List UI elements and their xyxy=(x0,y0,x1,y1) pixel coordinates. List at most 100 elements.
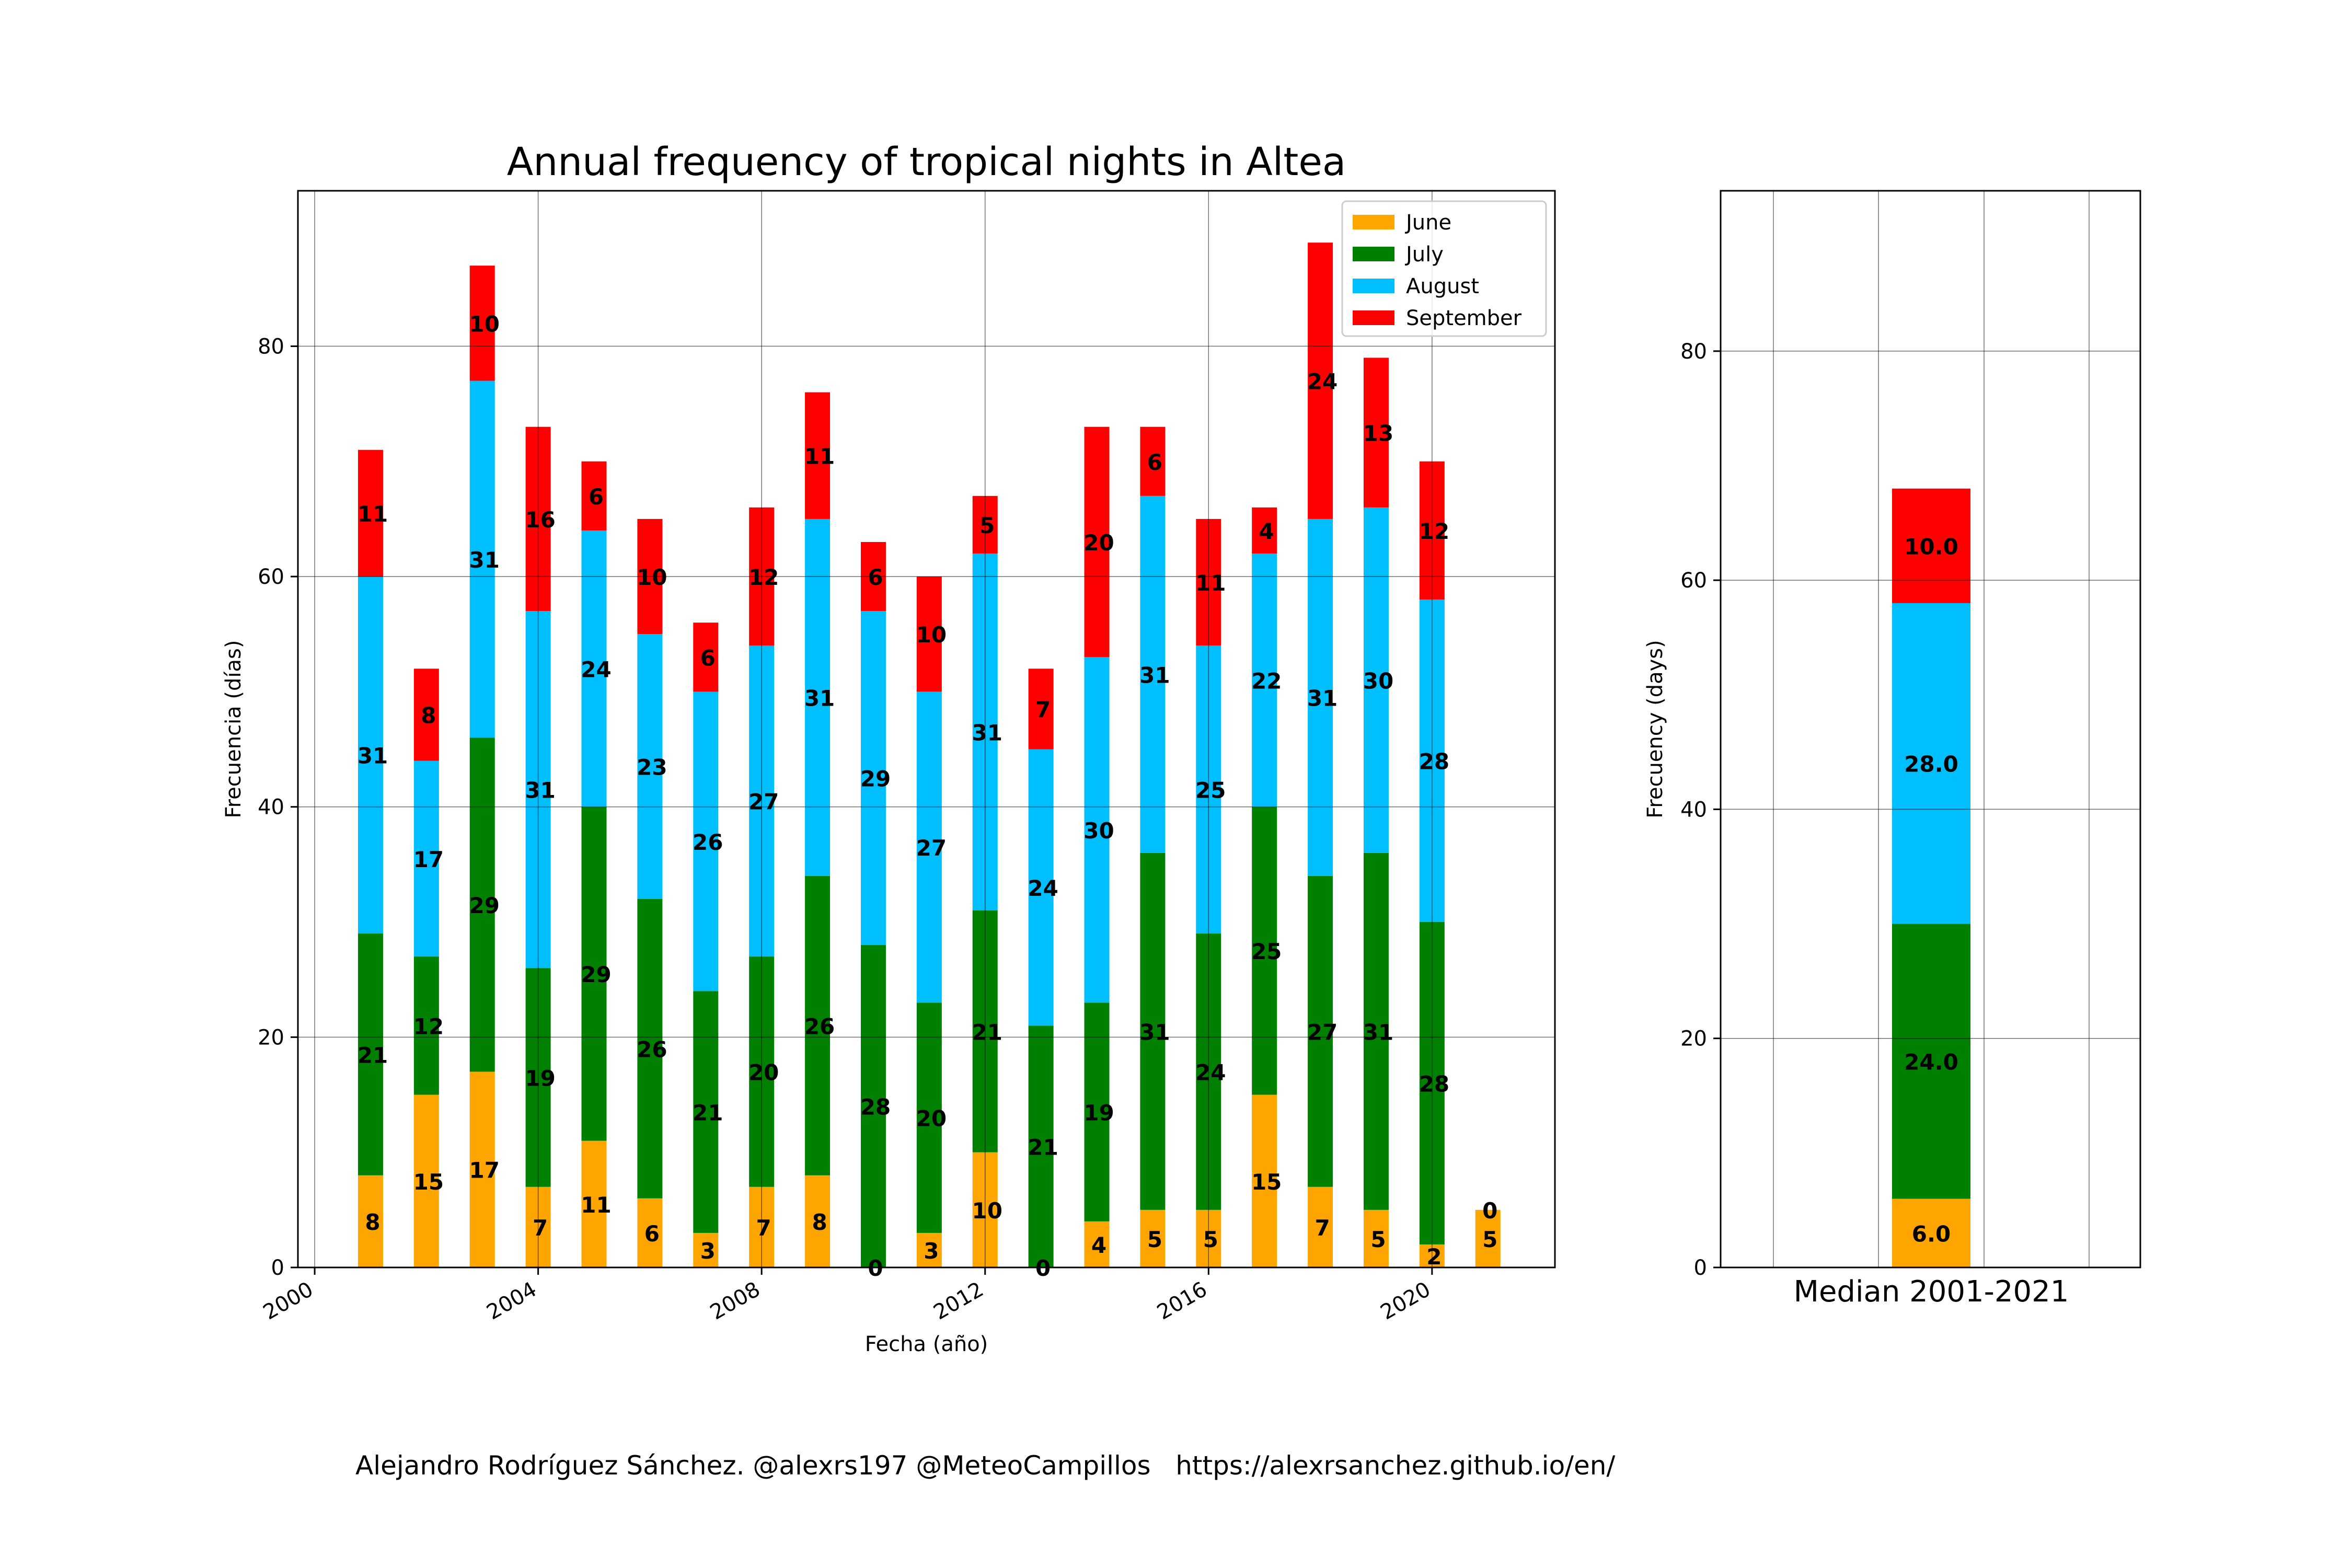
bar-july-2002 xyxy=(413,956,439,1095)
bar-september-2014 xyxy=(1084,426,1110,658)
data-label: 24 xyxy=(581,656,611,682)
median-value-label: 24.0 xyxy=(1904,1050,1958,1075)
credit-text: Alejandro Rodríguez Sánchez. @alexrs197 … xyxy=(355,1450,1616,1481)
data-label: 5 xyxy=(1482,1227,1497,1252)
data-label: 27 xyxy=(916,835,947,861)
data-label: 29 xyxy=(469,893,500,918)
x-tick-label: 2020 xyxy=(1377,1277,1435,1325)
bar-june-2011 xyxy=(916,1232,942,1267)
data-label: 3 xyxy=(700,1238,716,1264)
data-label: 12 xyxy=(413,1013,444,1039)
bar-august-2018 xyxy=(1308,518,1333,876)
y-tick-label: 0 xyxy=(271,1256,284,1280)
data-label: 28 xyxy=(1419,1071,1449,1097)
data-label: 7 xyxy=(1035,697,1051,722)
bar-august-2013 xyxy=(1028,749,1054,1026)
data-label: 6 xyxy=(868,564,883,590)
bar-september-2018 xyxy=(1308,243,1333,519)
data-label: 6 xyxy=(1147,449,1162,475)
data-label: 24 xyxy=(1028,875,1058,901)
data-label: 27 xyxy=(748,789,779,815)
data-label: 25 xyxy=(1195,778,1226,803)
y-tick-label: 80 xyxy=(258,335,284,359)
data-label: 11 xyxy=(1195,570,1226,596)
x-tick-label: 2008 xyxy=(706,1277,764,1325)
data-label: 30 xyxy=(1083,818,1114,844)
bar-june-2018 xyxy=(1308,1186,1333,1267)
legend-label-june: June xyxy=(1404,211,1451,235)
data-label: 30 xyxy=(1363,668,1393,694)
bar-july-2013 xyxy=(1028,1025,1054,1267)
legend-label-august: August xyxy=(1406,274,1479,298)
bar-june-2009 xyxy=(805,1175,831,1267)
data-label: 31 xyxy=(1307,685,1338,711)
data-label: 19 xyxy=(1083,1100,1114,1126)
data-label: 31 xyxy=(804,685,835,711)
data-label: 8 xyxy=(812,1209,827,1235)
bar-july-2009 xyxy=(805,875,831,1175)
data-label: 12 xyxy=(1419,518,1449,544)
data-label: 0 xyxy=(1482,1198,1497,1224)
bar-july-2014 xyxy=(1084,1002,1110,1221)
data-label: 8 xyxy=(365,1209,380,1235)
data-label: 11 xyxy=(581,1192,611,1218)
data-label: 7 xyxy=(1315,1215,1330,1241)
bar-july-2019 xyxy=(1363,852,1389,1210)
data-label: 15 xyxy=(413,1169,444,1195)
bar-september-2001 xyxy=(358,449,383,577)
data-label: 26 xyxy=(693,829,723,855)
data-label: 20 xyxy=(916,1106,947,1132)
bar-july-2007 xyxy=(693,991,719,1233)
median-y-tick-label: 0 xyxy=(1694,1256,1707,1280)
data-label: 31 xyxy=(469,547,500,573)
bar-july-2003 xyxy=(469,737,495,1072)
data-label: 17 xyxy=(469,1158,500,1183)
bar-august-2010 xyxy=(860,611,886,946)
data-label: 4 xyxy=(1259,518,1274,544)
data-label: 5 xyxy=(1203,1227,1218,1252)
x-tick-label: 2004 xyxy=(482,1277,540,1325)
bar-august-2009 xyxy=(805,518,831,876)
median-plot-frame xyxy=(1720,190,2141,1269)
median-y-tick-label: 60 xyxy=(1680,569,1707,593)
bar-june-2017 xyxy=(1252,1094,1277,1267)
x-tick-label: 2012 xyxy=(930,1277,988,1325)
median-value-label: 28.0 xyxy=(1904,752,1958,777)
bar-july-2010 xyxy=(860,945,886,1267)
data-label: 10 xyxy=(637,564,667,590)
bar-september-2013 xyxy=(1028,668,1054,750)
data-label: 21 xyxy=(1028,1135,1058,1160)
bar-september-2002 xyxy=(413,668,439,761)
data-label: 23 xyxy=(637,755,667,780)
bar-august-2011 xyxy=(916,691,942,1003)
data-label: 31 xyxy=(1139,1019,1170,1045)
data-label: 22 xyxy=(1251,668,1282,694)
data-label: 11 xyxy=(358,501,388,527)
median-value-label: 6.0 xyxy=(1912,1221,1951,1247)
bar-june-2002 xyxy=(413,1094,439,1267)
data-label: 31 xyxy=(358,743,388,769)
data-label: 15 xyxy=(1251,1169,1282,1195)
bar-june-2005 xyxy=(581,1140,607,1267)
median-y-axis-label: Frecuency (days) xyxy=(1643,640,1667,818)
legend-swatch-june xyxy=(1353,215,1394,229)
x-tick-label: 2000 xyxy=(259,1277,317,1325)
median-bar-segment xyxy=(1892,1198,1970,1267)
median-bar-segment xyxy=(1892,924,1970,1199)
data-label: 3 xyxy=(924,1238,939,1264)
data-label: 21 xyxy=(358,1042,388,1068)
data-label: 7 xyxy=(533,1215,548,1241)
bar-june-2003 xyxy=(469,1071,495,1267)
y-tick-label: 40 xyxy=(258,795,284,820)
data-label: 10 xyxy=(469,311,500,337)
data-label: 31 xyxy=(525,778,555,803)
data-label: 7 xyxy=(756,1215,771,1241)
median-y-tick-label: 80 xyxy=(1680,340,1707,364)
data-label: 2 xyxy=(1426,1244,1442,1270)
bar-september-2019 xyxy=(1363,358,1389,508)
bar-september-2009 xyxy=(805,392,831,519)
bar-june-2015 xyxy=(1140,1209,1166,1267)
data-label: 20 xyxy=(1083,530,1114,556)
median-value-label: 10.0 xyxy=(1904,534,1958,559)
